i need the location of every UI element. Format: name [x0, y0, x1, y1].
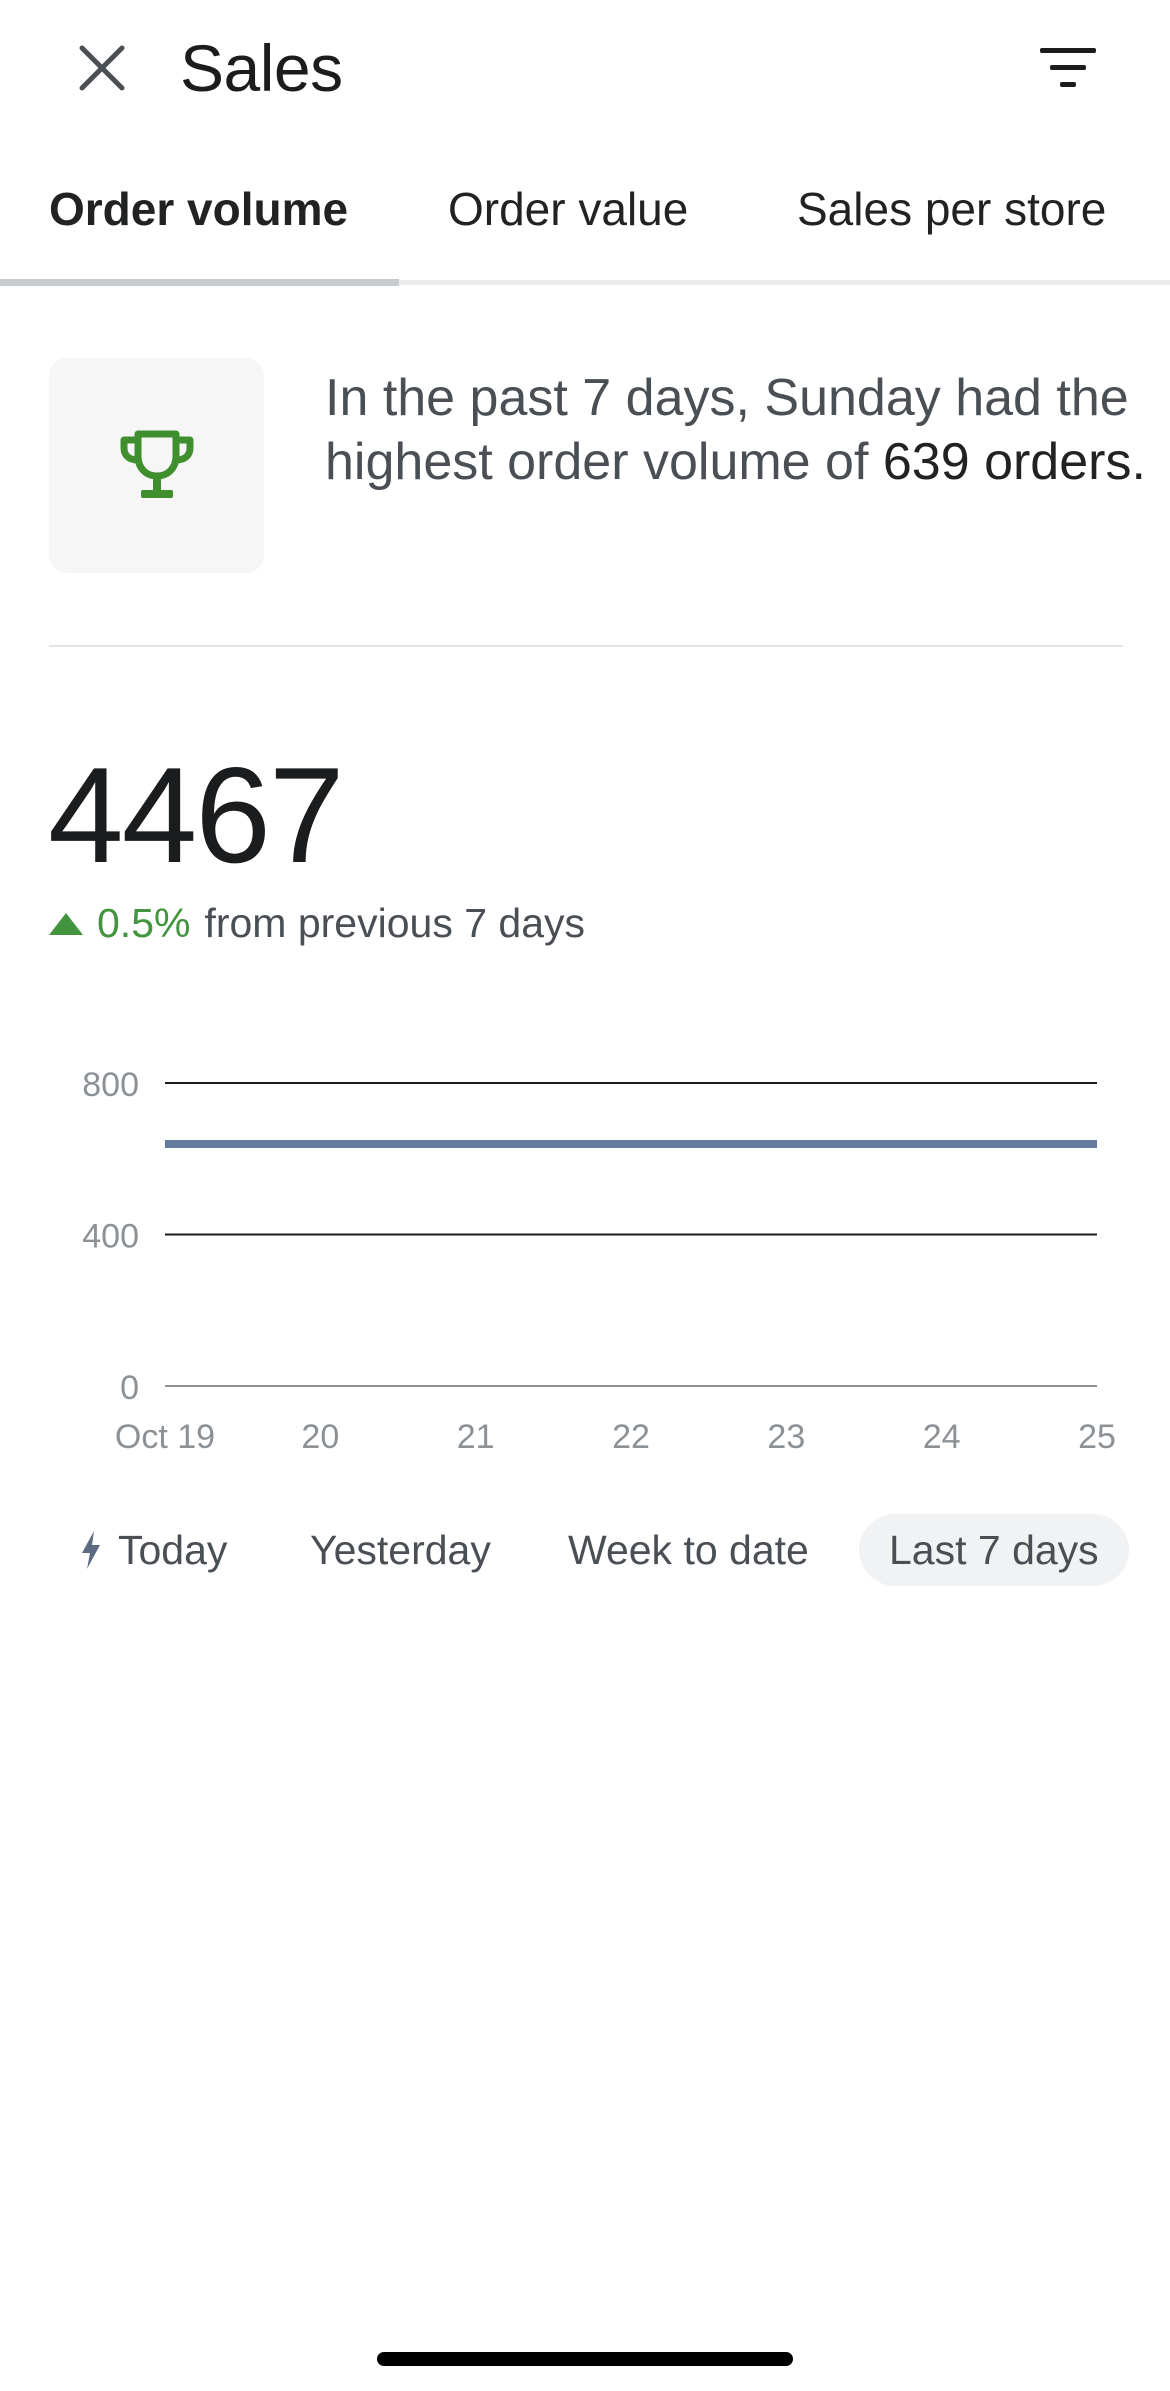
x-tick-label: 23	[767, 1418, 805, 1456]
close-icon	[79, 45, 125, 91]
range-yesterday[interactable]: Yesterday	[310, 1526, 491, 1573]
trend-up-icon	[49, 912, 83, 935]
page-title: Sales	[180, 31, 343, 105]
range-today-label: Today	[118, 1526, 228, 1573]
header: Sales	[0, 0, 1170, 135]
tab-sales-per-store[interactable]: Sales per store	[797, 183, 1107, 235]
change-indicator: 0.5% from previous 7 days	[49, 900, 585, 947]
tabs-baseline	[0, 280, 1170, 285]
active-tab-indicator	[0, 279, 399, 286]
total-orders-value: 4467	[48, 739, 345, 891]
x-tick-label: 22	[612, 1418, 650, 1456]
insight-text: In the past 7 days, Sunday had the highe…	[325, 366, 1155, 494]
tab-bar: Order volume Order value Sales per store	[0, 170, 1170, 286]
section-divider	[49, 645, 1123, 647]
x-tick-label: 20	[301, 1418, 339, 1456]
x-tick-label: 25	[1078, 1418, 1116, 1456]
y-tick-label: 0	[120, 1369, 139, 1407]
y-tick-label: 400	[82, 1218, 139, 1256]
trophy-badge	[49, 358, 264, 573]
trophy-icon	[120, 430, 193, 498]
tab-order-volume[interactable]: Order volume	[49, 183, 349, 235]
x-tick-label: 24	[923, 1418, 961, 1456]
order-volume-chart: 800 400 0 Oct 19 20 21 22 23 24 25	[0, 1040, 1170, 1460]
x-tick-label: 21	[457, 1418, 495, 1456]
tab-order-value[interactable]: Order value	[448, 183, 689, 235]
y-tick-label: 800	[82, 1066, 139, 1104]
filter-icon	[1040, 48, 1096, 87]
range-week-to-date[interactable]: Week to date	[568, 1526, 809, 1573]
change-percentage: 0.5%	[97, 900, 191, 946]
insight-card: In the past 7 days, Sunday had the highe…	[49, 358, 1146, 648]
chart-svg: 800 400 0 Oct 19 20 21 22 23 24 25	[82, 1066, 1116, 1456]
close-button[interactable]	[62, 28, 142, 108]
range-last-7-days[interactable]: Last 7 days	[859, 1514, 1129, 1586]
x-tick-label: Oct 19	[115, 1418, 215, 1456]
filter-button[interactable]	[1028, 28, 1108, 108]
date-range-selector: Today Yesterday Week to date Last 7 days	[0, 1514, 1170, 1589]
insight-text-highlight: 639 orders.	[882, 433, 1146, 491]
change-label: from previous 7 days	[204, 900, 586, 946]
home-indicator	[377, 2352, 793, 2366]
insight-text-main: In the past 7 days, Sunday had the highe…	[325, 369, 1129, 491]
lightning-icon	[82, 1531, 100, 1569]
range-today[interactable]: Today	[80, 1514, 227, 1586]
